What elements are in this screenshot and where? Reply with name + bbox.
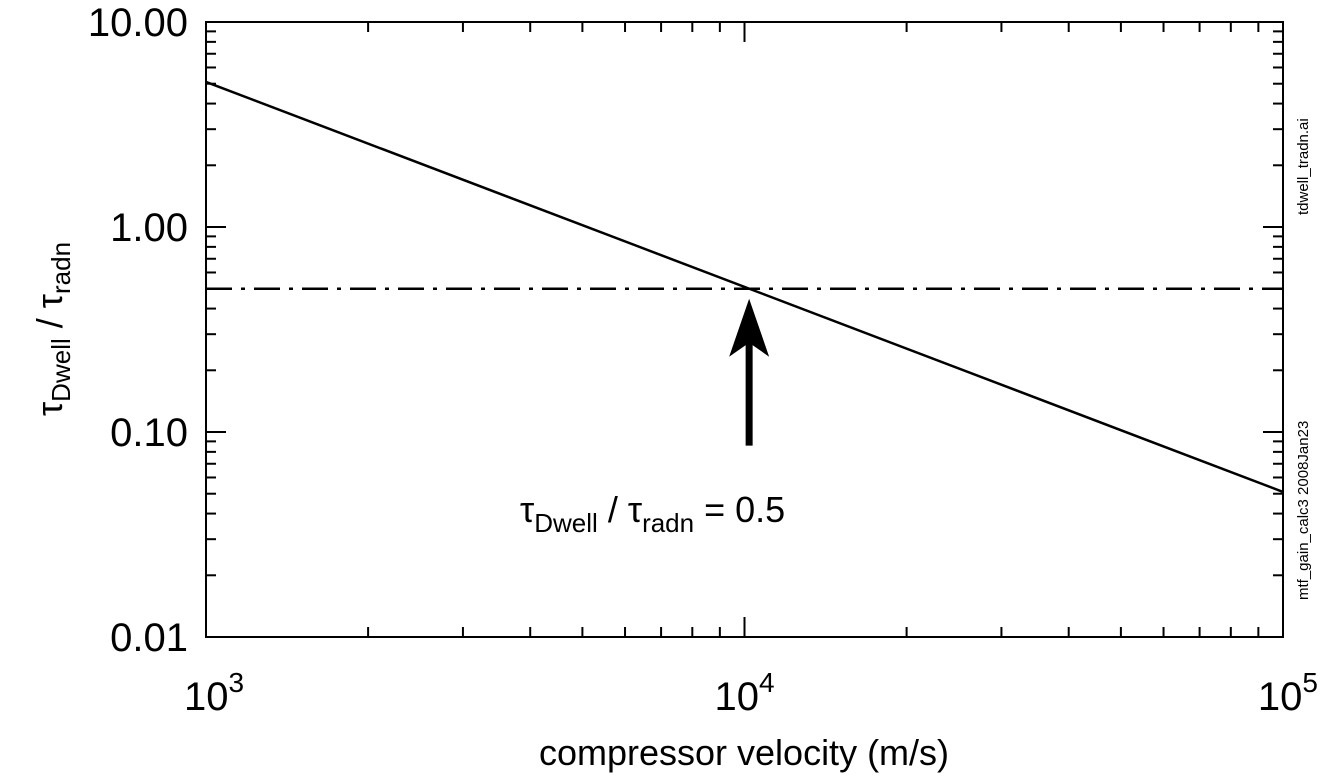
svg-text:mtf_gain_calc3 2008Jan23: mtf_gain_calc3 2008Jan23 xyxy=(1295,421,1312,600)
y-label-symbol-1: τ xyxy=(29,402,70,416)
side-label-top: tdwell_tradn.ai xyxy=(1295,118,1312,215)
side-label-bottom: mtf_gain_calc3 2008Jan23 xyxy=(1295,421,1312,600)
x-axis-label: compressor velocity (m/s) xyxy=(539,732,949,773)
y-tick-label: 1.00 xyxy=(110,206,188,250)
y-label-sub-1: Dwell xyxy=(46,338,76,402)
x-tick-label: 104 xyxy=(714,667,774,719)
series-group xyxy=(205,80,1284,494)
x-tick-label: 105 xyxy=(1258,667,1318,719)
y-label-symbol-2: τ xyxy=(29,294,70,308)
tick-marks xyxy=(205,21,1283,638)
y-label-sep: / xyxy=(29,308,70,338)
y-axis-label: τDwell / τradn xyxy=(29,242,76,416)
y-tick-label: 10.00 xyxy=(88,1,188,45)
y-tick-labels: 10.00 1.00 0.10 0.01 xyxy=(88,1,188,660)
annotation-arrow-head xyxy=(729,298,770,357)
svg-text:tdwell_tradn.ai: tdwell_tradn.ai xyxy=(1295,118,1312,215)
x-tick-labels: 103 104 105 xyxy=(184,667,1318,719)
svg-text:τDwell / τradn: τDwell / τradn xyxy=(29,242,76,416)
y-tick-label: 0.01 xyxy=(110,616,188,660)
annotation: τDwell / τradn = 0.5 xyxy=(520,298,785,538)
series-line xyxy=(205,80,1284,494)
x-tick-label: 103 xyxy=(184,667,244,719)
y-label-sub-2: radn xyxy=(46,242,76,294)
annotation-text: τDwell / τradn = 0.5 xyxy=(520,489,785,538)
y-tick-label: 0.10 xyxy=(110,411,188,455)
